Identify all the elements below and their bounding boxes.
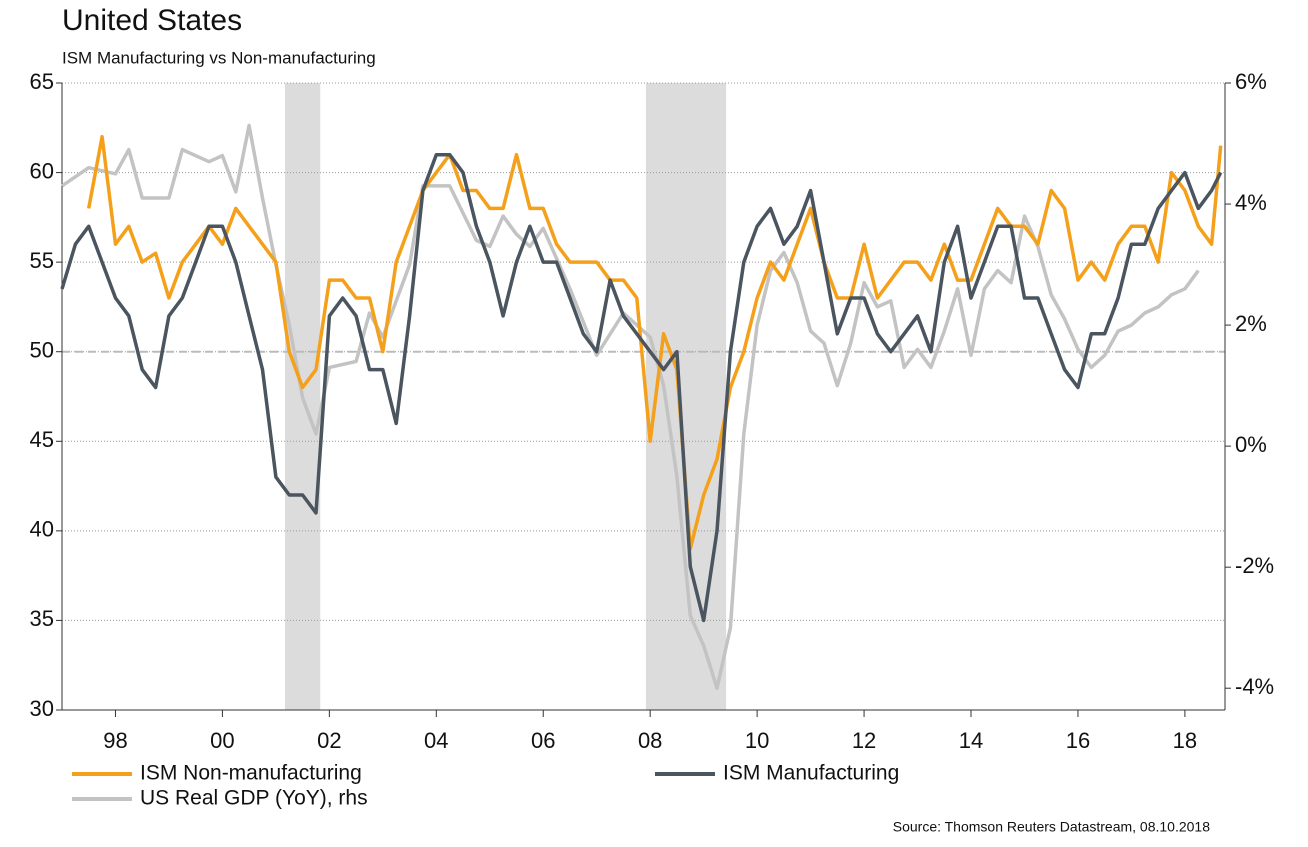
y2-tick-label: 0% [1235, 432, 1267, 457]
y2-tick-label: -4% [1235, 674, 1274, 699]
series-line [60, 152, 1223, 623]
x-tick-label: 98 [103, 728, 127, 753]
series-line [61, 123, 1200, 690]
y-tick-label: 40 [30, 517, 54, 542]
chart-title: United States [62, 4, 242, 37]
x-tick-label: 14 [959, 728, 983, 753]
x-tick-label: 06 [531, 728, 555, 753]
series-line [86, 134, 1223, 551]
legend-label: US Real GDP (YoY), rhs [140, 787, 368, 810]
y-tick-label: 60 [30, 158, 54, 183]
x-tick-label: 04 [424, 728, 448, 753]
legend-label: ISM Manufacturing [723, 762, 899, 785]
x-tick-label: 18 [1173, 728, 1197, 753]
x-tick-label: 00 [210, 728, 234, 753]
chart-subtitle: ISM Manufacturing vs Non-manufacturing [62, 48, 376, 67]
y2-tick-label: 6% [1235, 69, 1267, 94]
x-tick-label: 10 [745, 728, 769, 753]
y2-tick-label: 4% [1235, 190, 1267, 215]
legend-label: ISM Non-manufacturing [140, 762, 362, 785]
y-tick-label: 35 [30, 606, 54, 631]
y-tick-label: 55 [30, 248, 54, 273]
recession-band [645, 83, 727, 710]
y2-tick-label: 2% [1235, 311, 1267, 336]
x-tick-label: 12 [852, 728, 876, 753]
y-tick-label: 30 [30, 696, 54, 721]
y-tick-label: 45 [30, 427, 54, 452]
x-tick-label: 08 [638, 728, 662, 753]
y2-tick-label: -2% [1235, 553, 1274, 578]
y-tick-label: 50 [30, 338, 54, 363]
y-tick-label: 65 [30, 69, 54, 94]
x-tick-label: 02 [317, 728, 341, 753]
x-tick-label: 16 [1066, 728, 1090, 753]
source-note: Source: Thomson Reuters Datastream, 08.1… [893, 819, 1210, 835]
